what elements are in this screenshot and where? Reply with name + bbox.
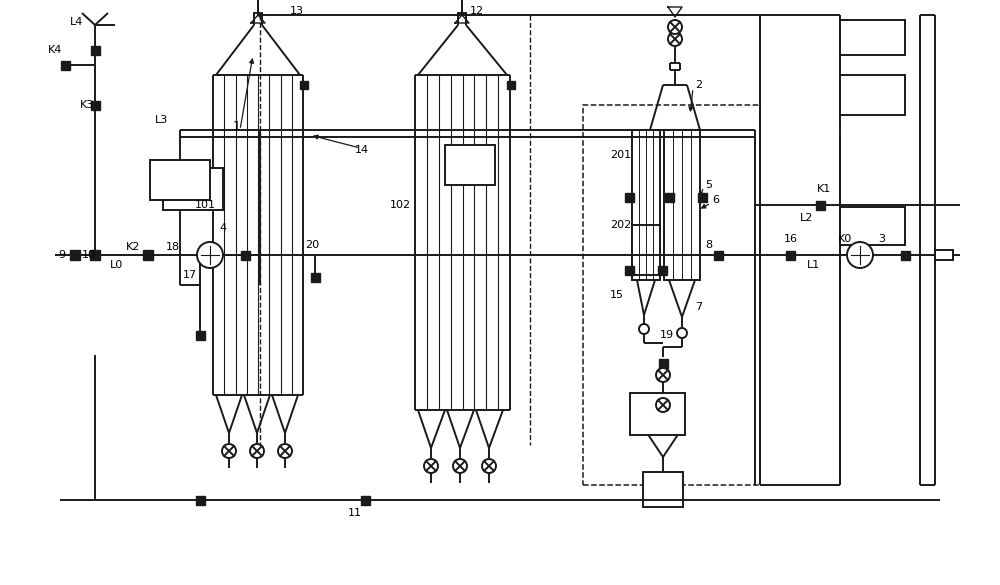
Text: L4: L4 bbox=[70, 17, 83, 27]
Circle shape bbox=[668, 20, 682, 34]
Text: K4: K4 bbox=[48, 45, 62, 55]
Bar bbox=[60, 60, 70, 70]
Text: 101: 101 bbox=[195, 200, 216, 210]
Bar bbox=[90, 101, 100, 109]
Bar bbox=[658, 266, 666, 274]
Bar bbox=[624, 192, 634, 201]
Bar bbox=[658, 359, 668, 367]
Bar bbox=[624, 266, 634, 274]
Text: 17: 17 bbox=[183, 270, 197, 280]
Bar bbox=[840, 75, 905, 115]
Bar bbox=[310, 273, 320, 281]
Bar bbox=[196, 331, 205, 339]
Circle shape bbox=[197, 242, 223, 268]
Bar bbox=[840, 207, 905, 245]
Bar bbox=[714, 250, 722, 260]
Bar bbox=[196, 495, 205, 504]
Text: L1: L1 bbox=[807, 260, 820, 270]
Text: 5: 5 bbox=[705, 180, 712, 190]
Text: 12: 12 bbox=[470, 6, 484, 16]
Bar bbox=[445, 145, 495, 185]
Circle shape bbox=[453, 459, 467, 473]
Circle shape bbox=[250, 444, 264, 458]
Bar bbox=[90, 250, 100, 260]
Text: 6: 6 bbox=[712, 195, 719, 205]
Bar bbox=[643, 472, 683, 507]
Text: 202: 202 bbox=[610, 220, 631, 230]
Bar bbox=[935, 250, 953, 260]
Text: 19: 19 bbox=[660, 330, 674, 340]
Circle shape bbox=[222, 444, 236, 458]
Bar bbox=[632, 225, 660, 275]
Bar bbox=[70, 250, 80, 260]
Circle shape bbox=[482, 459, 496, 473]
Bar bbox=[360, 495, 370, 504]
Bar bbox=[900, 250, 910, 260]
Text: 18: 18 bbox=[166, 242, 180, 252]
Text: K2: K2 bbox=[126, 242, 140, 252]
Bar bbox=[664, 130, 700, 280]
Bar bbox=[300, 81, 308, 89]
Text: 102: 102 bbox=[390, 200, 411, 210]
Circle shape bbox=[656, 368, 670, 382]
Text: 15: 15 bbox=[610, 290, 624, 300]
Text: 3: 3 bbox=[878, 234, 885, 244]
Text: K0: K0 bbox=[838, 234, 852, 244]
Circle shape bbox=[847, 242, 873, 268]
Bar bbox=[664, 192, 674, 201]
Bar bbox=[786, 250, 794, 260]
Bar bbox=[240, 250, 250, 260]
Text: L2: L2 bbox=[800, 213, 813, 223]
Bar bbox=[163, 168, 223, 210]
Text: 1: 1 bbox=[233, 121, 241, 133]
Bar bbox=[583, 105, 760, 485]
Bar bbox=[840, 20, 905, 55]
Bar bbox=[90, 46, 100, 54]
Text: 13: 13 bbox=[290, 6, 304, 16]
Circle shape bbox=[278, 444, 292, 458]
Text: 4: 4 bbox=[219, 223, 226, 233]
Text: 14: 14 bbox=[355, 145, 369, 155]
Text: 10: 10 bbox=[82, 250, 96, 260]
Text: 201: 201 bbox=[610, 150, 631, 160]
Circle shape bbox=[424, 459, 438, 473]
Bar bbox=[816, 201, 824, 209]
Bar bbox=[150, 160, 210, 200]
Bar bbox=[698, 192, 706, 201]
Circle shape bbox=[639, 324, 649, 334]
Bar bbox=[507, 81, 515, 89]
Text: L0: L0 bbox=[110, 260, 123, 270]
Text: 11: 11 bbox=[348, 508, 362, 518]
Text: 7: 7 bbox=[695, 302, 702, 312]
Text: 20: 20 bbox=[305, 240, 319, 250]
Bar bbox=[632, 130, 660, 280]
Circle shape bbox=[668, 32, 682, 46]
Bar bbox=[630, 393, 685, 435]
Circle shape bbox=[677, 328, 687, 338]
Text: 2: 2 bbox=[695, 80, 702, 90]
Text: K1: K1 bbox=[817, 184, 831, 194]
Circle shape bbox=[656, 398, 670, 412]
Text: L3: L3 bbox=[155, 115, 168, 125]
Text: K3: K3 bbox=[80, 100, 94, 110]
Text: 9: 9 bbox=[58, 250, 65, 260]
Bar bbox=[143, 250, 153, 260]
Text: 8: 8 bbox=[705, 240, 712, 250]
Text: 16: 16 bbox=[784, 234, 798, 244]
